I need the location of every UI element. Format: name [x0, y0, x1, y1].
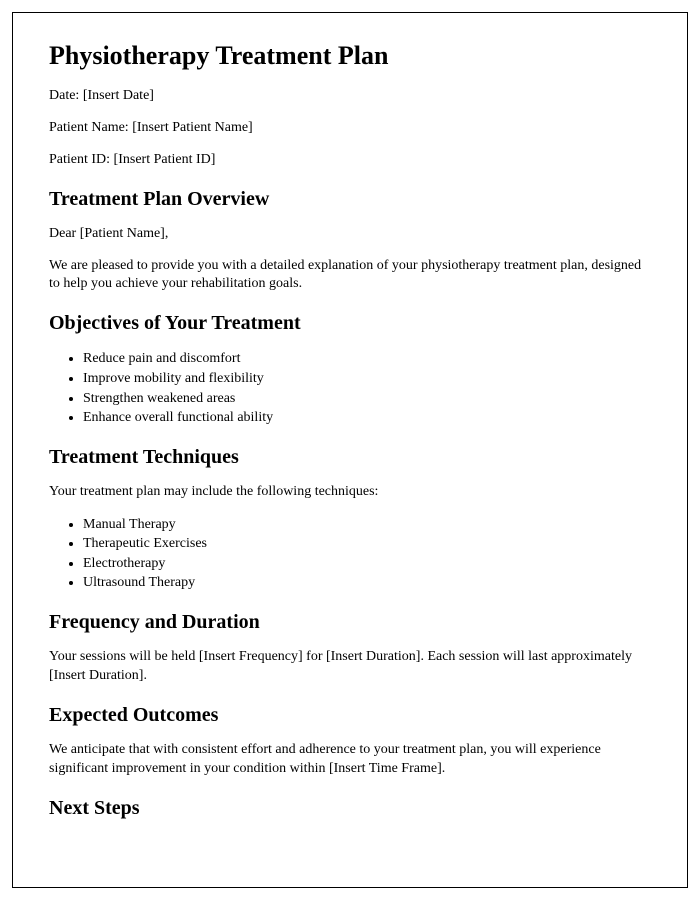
techniques-heading: Treatment Techniques [49, 446, 651, 469]
overview-intro: We are pleased to provide you with a det… [49, 257, 651, 295]
document-page: Physiotherapy Treatment Plan Date: [Inse… [12, 12, 688, 888]
list-item: Strengthen weakened areas [83, 389, 651, 409]
list-item: Reduce pain and discomfort [83, 349, 651, 369]
patient-id-line: Patient ID: [Insert Patient ID] [49, 151, 651, 170]
date-line: Date: [Insert Date] [49, 87, 651, 106]
overview-heading: Treatment Plan Overview [49, 188, 651, 211]
outcomes-heading: Expected Outcomes [49, 704, 651, 727]
list-item: Manual Therapy [83, 515, 651, 535]
frequency-heading: Frequency and Duration [49, 611, 651, 634]
patient-name-line: Patient Name: [Insert Patient Name] [49, 119, 651, 138]
frequency-body: Your sessions will be held [Insert Frequ… [49, 648, 651, 686]
list-item: Improve mobility and flexibility [83, 369, 651, 389]
next-steps-heading: Next Steps [49, 797, 651, 820]
list-item: Therapeutic Exercises [83, 534, 651, 554]
objectives-list: Reduce pain and discomfort Improve mobil… [83, 349, 651, 427]
techniques-intro: Your treatment plan may include the foll… [49, 483, 651, 502]
list-item: Enhance overall functional ability [83, 408, 651, 428]
outcomes-body: We anticipate that with consistent effor… [49, 741, 651, 779]
page-title: Physiotherapy Treatment Plan [49, 41, 651, 71]
list-item: Electrotherapy [83, 554, 651, 574]
objectives-heading: Objectives of Your Treatment [49, 312, 651, 335]
list-item: Ultrasound Therapy [83, 573, 651, 593]
salutation: Dear [Patient Name], [49, 225, 651, 244]
techniques-list: Manual Therapy Therapeutic Exercises Ele… [83, 515, 651, 593]
